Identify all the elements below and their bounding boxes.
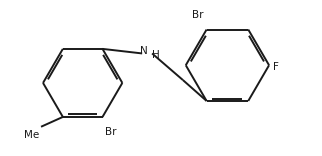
Text: Br: Br: [106, 127, 117, 137]
Text: Br: Br: [192, 10, 204, 20]
Text: F: F: [273, 62, 279, 72]
Text: Me: Me: [24, 130, 39, 140]
Text: H: H: [152, 49, 160, 60]
Text: N: N: [140, 46, 148, 56]
